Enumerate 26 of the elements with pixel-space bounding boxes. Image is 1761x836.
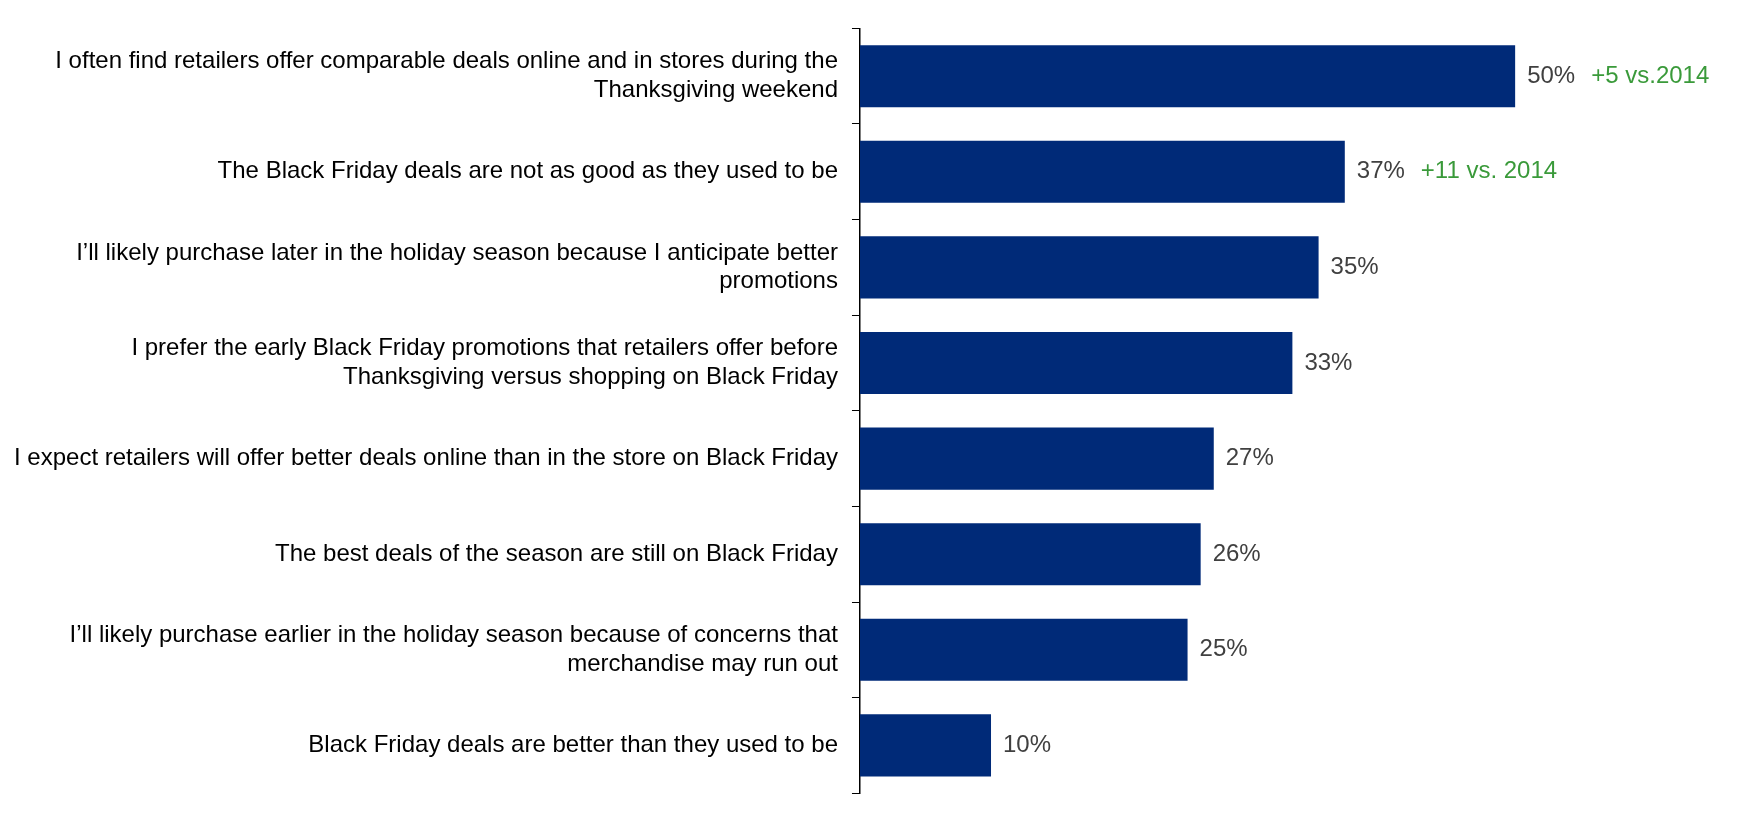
bar — [859, 427, 1214, 490]
y-tick-label: I often find retailers offer comparable deals online and in stores during the Thanksgiving weekend — [55, 46, 838, 103]
data-label: 25% — [1199, 634, 1248, 662]
data-label: 37% — [1356, 156, 1405, 184]
y-tick-label: The best deals of the season are still on Black Friday — [275, 538, 838, 566]
data-label: 35% — [1330, 252, 1379, 280]
y-tick-label: The Black Friday deals are not as good as they used to be — [217, 156, 838, 184]
bar — [859, 331, 1293, 395]
annotation: +11 vs. 2014 — [1420, 156, 1558, 184]
data-label: 50% — [1527, 60, 1576, 88]
bar — [859, 523, 1201, 586]
y-tick-label: I prefer the early Black Friday promotions that retailers offer before Thanksgiving versus shopping on Black Friday — [131, 333, 838, 390]
data-label: 33% — [1304, 347, 1353, 375]
text: +5 vs.2014 — [1591, 60, 1710, 88]
bar — [859, 45, 1516, 108]
data-label: 10% — [1003, 730, 1052, 758]
data-label: 27% — [1225, 443, 1274, 471]
y-tick-label: I’ll likely purchase earlier in the holiday season because of concerns that merchandise may run out — [69, 620, 839, 676]
bar — [859, 618, 1188, 681]
bar — [859, 236, 1319, 299]
y-tick-label: Black Friday deals are better than they used to be — [308, 730, 838, 758]
bar — [859, 714, 992, 777]
y-tick-label: I expect retailers will offer better deals online than in the store on Black Friday — [14, 443, 838, 471]
bar — [859, 140, 1345, 203]
data-label: 26% — [1212, 538, 1261, 566]
y-tick-label: I’ll likely purchase later in the holiday season because I anticipate better promotions — [76, 237, 838, 294]
